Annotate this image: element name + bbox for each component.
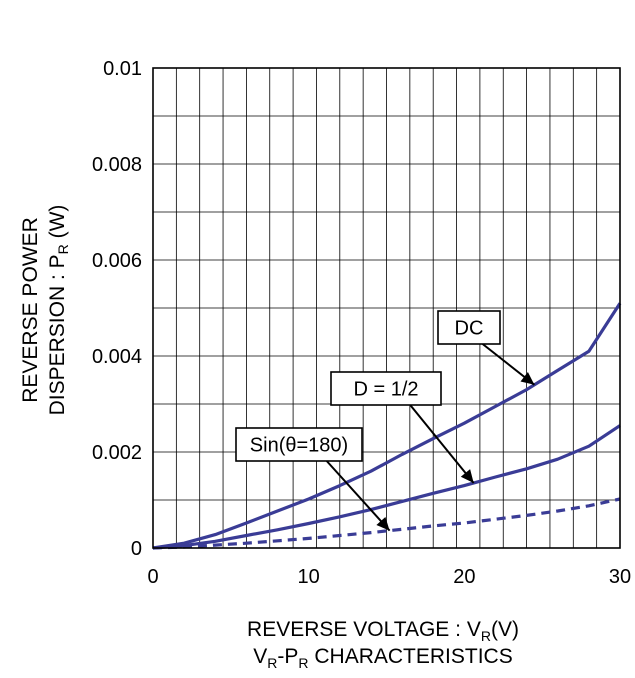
y-tick-label: 0.004 bbox=[92, 346, 142, 368]
annotations: DC D = 1/2 Sin(θ=180) bbox=[235, 310, 536, 532]
annotation-label: Sin(θ=180) bbox=[250, 435, 348, 457]
series-layer bbox=[152, 302, 622, 550]
y-axis-label-line2: DISPERSION : PR (W) bbox=[46, 205, 71, 416]
y-tick-label: 0.006 bbox=[92, 250, 142, 272]
x-tick-label: 30 bbox=[609, 566, 631, 588]
annotation-dc: DC bbox=[437, 310, 536, 386]
x-axis-label: REVERSE VOLTAGE : VR(V) bbox=[247, 618, 519, 644]
annotation-arrow-line bbox=[325, 460, 391, 532]
annotation-arrow-head bbox=[460, 469, 474, 483]
annotation-box bbox=[330, 371, 442, 406]
annotation-arrow-head bbox=[376, 517, 390, 531]
annotation-d-half: D = 1/2 bbox=[330, 371, 475, 484]
grid-lines bbox=[153, 68, 620, 548]
annotation-arrow-head bbox=[520, 372, 535, 385]
annotation-sin-180: Sin(θ=180) bbox=[235, 427, 391, 532]
y-axis-label-line1: REVERSE POWER bbox=[19, 217, 42, 403]
annotation-arrow-line bbox=[409, 404, 475, 484]
annotation-box bbox=[437, 310, 501, 345]
plot-frame bbox=[152, 67, 621, 549]
x-tick-label: 0 bbox=[147, 566, 158, 588]
tick-labels: 0 10 20 30 0 0.002 0.004 0.006 0.008 0.01 bbox=[92, 58, 631, 588]
chart-caption: VR-PR CHARACTERISTICS bbox=[253, 645, 512, 671]
y-tick-label: 0 bbox=[131, 538, 142, 560]
y-tick-label: 0.008 bbox=[92, 154, 142, 176]
y-tick-label: 0.01 bbox=[103, 58, 142, 80]
x-tick-label: 20 bbox=[453, 566, 475, 588]
annotation-label: D = 1/2 bbox=[353, 379, 418, 401]
series-line-dc bbox=[152, 302, 622, 550]
series-line-sin-180 bbox=[152, 497, 621, 550]
series-line-d-half bbox=[152, 424, 621, 550]
y-axis-label: REVERSE POWER DISPERSION : PR (W) bbox=[19, 205, 71, 416]
annotation-box bbox=[235, 427, 363, 462]
x-tick-label: 10 bbox=[298, 566, 320, 588]
annotation-label: DC bbox=[455, 318, 484, 340]
y-tick-label: 0.002 bbox=[92, 442, 142, 464]
